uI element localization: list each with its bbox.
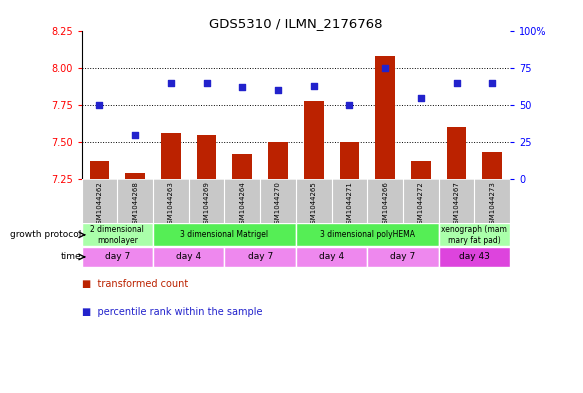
Text: 2 dimensional
monolayer: 2 dimensional monolayer [90,225,144,244]
Bar [224,247,296,267]
Point [238,84,247,90]
Point [381,65,390,72]
Point [416,95,426,101]
Text: day 7: day 7 [105,252,130,261]
Text: day 4: day 4 [176,252,201,261]
Text: 3 dimensional polyHEMA: 3 dimensional polyHEMA [320,230,415,239]
Text: day 7: day 7 [248,252,273,261]
Text: GSM1044273: GSM1044273 [489,181,496,228]
Bar [82,247,153,267]
Point [131,131,140,138]
Point [166,80,175,86]
Text: GSM1044269: GSM1044269 [203,181,210,228]
Point [452,80,461,86]
Bar [90,161,109,179]
Text: growth protocol: growth protocol [10,230,82,239]
Text: day 43: day 43 [459,252,490,261]
Bar [233,154,252,179]
Bar [153,247,224,267]
Bar [296,247,367,267]
Bar [82,224,153,246]
Bar [411,161,431,179]
Bar [153,224,296,246]
Point [95,102,104,108]
Bar [375,57,395,179]
Bar [447,127,466,179]
Bar [340,142,359,179]
Bar [296,224,438,246]
Text: ■  percentile rank within the sample: ■ percentile rank within the sample [82,307,262,316]
Point [202,80,211,86]
Bar [197,135,216,179]
Bar [268,142,288,179]
Point [487,80,497,86]
Bar [367,247,438,267]
Title: GDS5310 / ILMN_2176768: GDS5310 / ILMN_2176768 [209,17,382,30]
Text: GSM1044266: GSM1044266 [382,181,388,228]
Text: GSM1044263: GSM1044263 [168,181,174,228]
Text: GSM1044272: GSM1044272 [418,181,424,228]
Bar [438,224,510,246]
Bar [483,152,502,179]
Text: time: time [61,252,82,261]
Bar [125,173,145,179]
Text: 3 dimensional Matrigel: 3 dimensional Matrigel [180,230,269,239]
Text: GSM1044267: GSM1044267 [454,181,459,228]
Point [345,102,354,108]
Text: GSM1044262: GSM1044262 [96,181,103,228]
Text: GSM1044268: GSM1044268 [132,181,138,228]
Text: GSM1044264: GSM1044264 [239,181,245,228]
Bar [161,133,181,179]
Point [273,87,283,94]
Text: xenograph (mam
mary fat pad): xenograph (mam mary fat pad) [441,225,507,244]
Text: day 7: day 7 [391,252,416,261]
Text: GSM1044270: GSM1044270 [275,181,281,228]
Text: GSM1044271: GSM1044271 [346,181,353,228]
Text: GSM1044265: GSM1044265 [311,181,317,228]
Point [309,83,318,89]
Bar [438,247,510,267]
Text: day 4: day 4 [319,252,344,261]
Bar [304,101,324,179]
Text: ■  transformed count: ■ transformed count [82,279,188,289]
